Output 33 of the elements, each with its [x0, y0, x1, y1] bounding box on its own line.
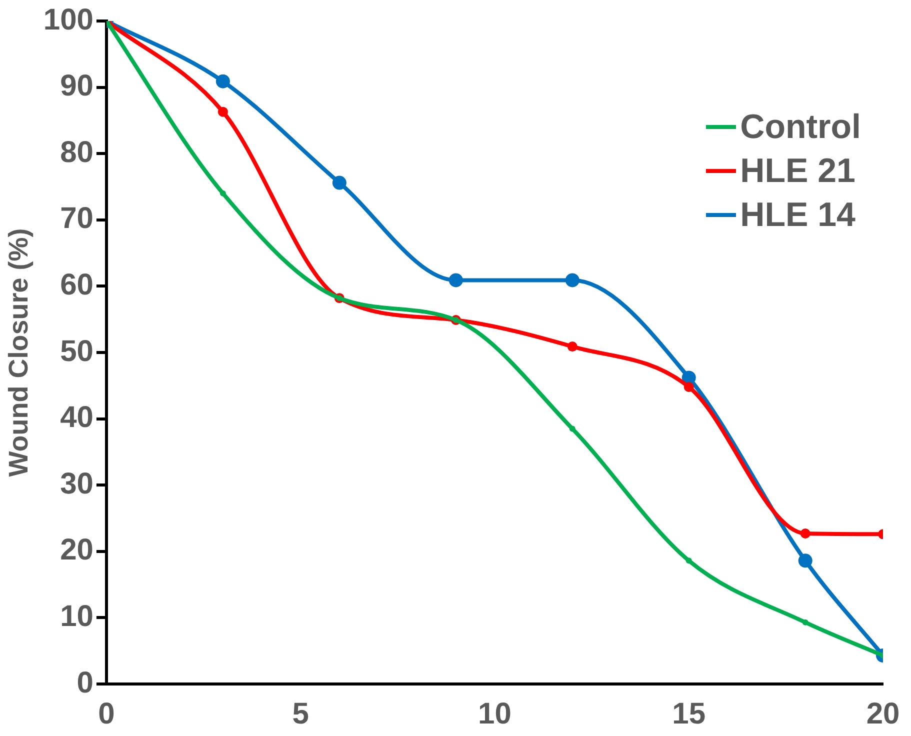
y-tick-label: 30 — [60, 467, 94, 500]
y-tick-label: 20 — [60, 534, 94, 567]
y-axis-title: Wound Closure (%) — [4, 228, 34, 477]
point — [332, 176, 346, 190]
point — [798, 554, 812, 568]
point — [567, 342, 578, 352]
point — [686, 558, 692, 564]
point — [220, 190, 226, 196]
legend-label: HLE 21 — [740, 152, 856, 190]
x-tick-label: 0 — [98, 697, 115, 730]
x-tick-label: 10 — [478, 697, 512, 730]
y-tick-label: 80 — [60, 136, 94, 169]
point — [565, 273, 580, 288]
x-tick-label: 15 — [672, 697, 706, 730]
y-tick-label: 60 — [60, 268, 94, 302]
point — [218, 106, 228, 117]
y-tick-label: 90 — [60, 70, 94, 103]
y-tick-label: 10 — [60, 600, 94, 633]
y-tick-label: 70 — [60, 202, 94, 236]
legend-label: Control — [740, 108, 861, 146]
point — [800, 528, 810, 538]
point — [216, 74, 230, 88]
y-tick-label: 100 — [43, 3, 94, 36]
y-tick-label: 0 — [76, 666, 94, 700]
point — [684, 382, 694, 392]
point — [448, 273, 463, 288]
y-tick-label: 40 — [60, 401, 94, 434]
y-tick-label: 50 — [60, 334, 94, 368]
x-tick-label: 5 — [292, 697, 309, 730]
point — [569, 426, 576, 432]
point — [802, 619, 808, 626]
x-tick-label: 20 — [866, 697, 900, 730]
legend-label: HLE 14 — [740, 196, 856, 234]
